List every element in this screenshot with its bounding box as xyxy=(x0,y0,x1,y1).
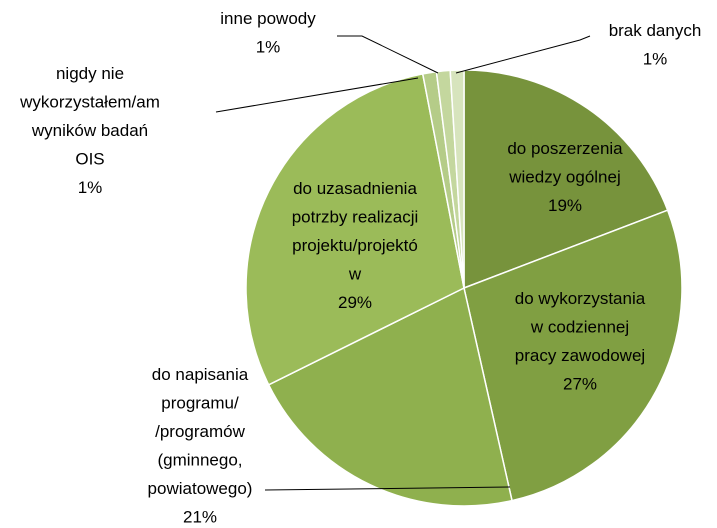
value-label: 29% xyxy=(338,293,372,312)
label-line: /programów xyxy=(155,422,245,441)
label-line: do poszerzenia xyxy=(507,139,623,158)
value-label: 27% xyxy=(563,375,597,394)
label-line: OIS xyxy=(75,150,104,169)
label-line: wykorzystałem/am xyxy=(19,93,160,112)
label-line: wiedzy ogólnej xyxy=(508,168,621,187)
value-label: 1% xyxy=(643,50,668,69)
slice-label: nigdy nie wykorzystałem/am wyników badań OI… xyxy=(19,64,160,197)
slice-label: brak danych 1% xyxy=(609,21,702,69)
label-line: nigdy nie xyxy=(56,64,124,83)
slice-label: do uzasadnienia potrzby realizacji projekt… xyxy=(292,179,419,312)
leader-line xyxy=(455,35,591,74)
leader-line xyxy=(264,486,511,491)
label-line: programu/ xyxy=(161,394,239,413)
label-line: w xyxy=(348,265,362,284)
leader-line xyxy=(337,35,439,74)
label-line: powiatowego) xyxy=(148,479,253,498)
slice-label: do poszerzenia wiedzy ogólnej 19% xyxy=(507,139,623,215)
pie-slice xyxy=(449,69,465,289)
label-line: (gminnego, xyxy=(157,451,242,470)
label-line: do uzasadnienia xyxy=(293,179,417,198)
label-line: do napisania xyxy=(152,365,249,384)
label-line: wyników badań xyxy=(31,121,148,140)
value-label: 21% xyxy=(183,508,217,527)
label-line: do wykorzystania xyxy=(515,289,646,308)
label-line: w codziennej xyxy=(530,318,629,337)
label-line: pracy zawodowej xyxy=(515,346,645,365)
value-label: 1% xyxy=(256,38,281,57)
label-line: projektu/projektó xyxy=(292,236,418,255)
leader-line xyxy=(215,77,419,113)
pie-slice xyxy=(463,209,683,502)
pie-slice xyxy=(267,286,513,507)
slice-label: inne powody 1% xyxy=(220,9,316,57)
pie-slice xyxy=(463,69,669,290)
slice-label: do napisania programu/ /programów (gminnego… xyxy=(148,365,253,527)
label-line: inne powody xyxy=(220,9,316,28)
value-label: 19% xyxy=(548,196,582,215)
value-label: 1% xyxy=(78,178,103,197)
pie-slice xyxy=(245,73,465,386)
label-line: brak danych xyxy=(609,21,702,40)
label-line: potrzby realizacji xyxy=(292,208,419,227)
slice-label: do wykorzystania w codziennej pracy zawodo… xyxy=(515,289,646,394)
